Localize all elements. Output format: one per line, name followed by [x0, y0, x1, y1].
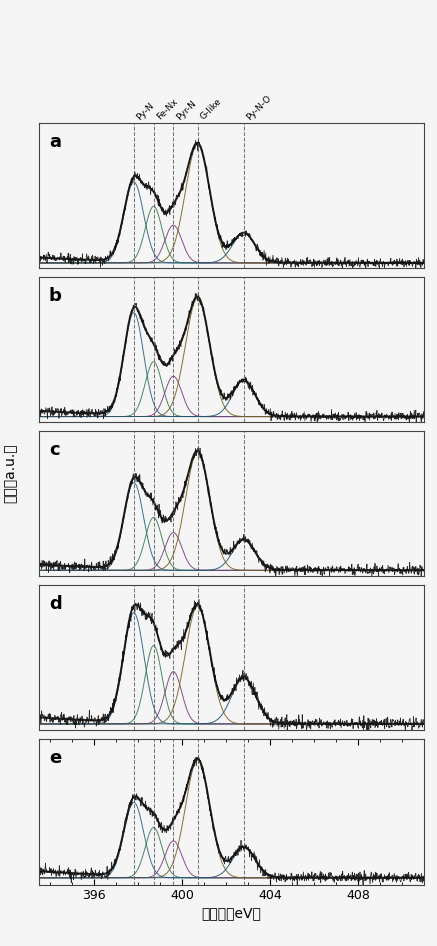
Text: Py-N-O: Py-N-O — [245, 93, 273, 121]
Text: b: b — [49, 288, 62, 306]
Text: d: d — [49, 595, 62, 613]
Text: Pyr-N: Pyr-N — [174, 98, 198, 121]
Text: c: c — [49, 441, 59, 459]
Text: G-like: G-like — [199, 96, 223, 121]
Text: 强度（a.u.）: 强度（a.u.） — [4, 443, 18, 503]
Text: a: a — [49, 133, 61, 151]
Text: Py-N: Py-N — [135, 100, 156, 121]
Text: Fe-Nx: Fe-Nx — [155, 97, 179, 121]
Text: e: e — [49, 749, 61, 767]
X-axis label: 结合能（eV）: 结合能（eV） — [201, 906, 262, 920]
